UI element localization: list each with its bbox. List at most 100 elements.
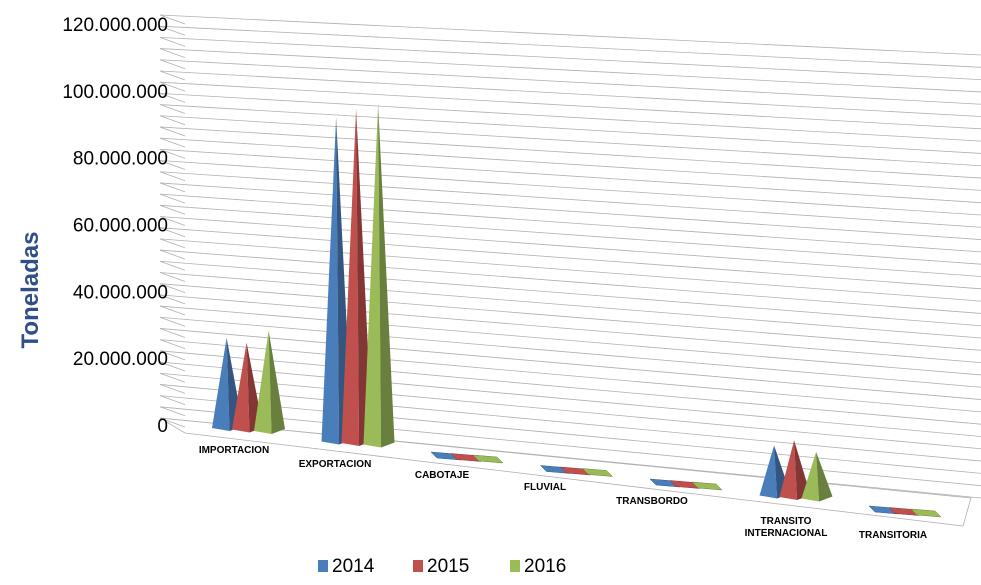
category-label: CABOTAJE bbox=[415, 470, 470, 481]
category-label: EXPORTACION bbox=[299, 459, 372, 470]
gridline bbox=[159, 14, 981, 56]
gridline-side bbox=[159, 350, 186, 361]
gridline bbox=[159, 137, 981, 191]
gridline-side bbox=[159, 361, 186, 372]
gridline-side bbox=[159, 70, 186, 81]
gridline bbox=[159, 372, 981, 450]
legend-label: 2016 bbox=[524, 556, 566, 577]
gridline bbox=[159, 216, 981, 277]
gridline-side bbox=[159, 294, 186, 305]
y-axis-label: Toneladas bbox=[17, 232, 44, 349]
gridline-side bbox=[159, 81, 186, 92]
gridline bbox=[159, 249, 981, 314]
category-label: FLUVIAL bbox=[524, 482, 566, 493]
legend-swatch bbox=[318, 560, 328, 572]
gridline bbox=[159, 59, 981, 105]
gridline bbox=[159, 171, 981, 228]
gridlines bbox=[159, 14, 981, 527]
gridline-side bbox=[159, 182, 186, 193]
category-label: IMPORTACION bbox=[199, 445, 269, 456]
gridline bbox=[159, 283, 981, 351]
gridline bbox=[159, 227, 981, 290]
gridline-side bbox=[159, 328, 186, 338]
gridline-side bbox=[159, 92, 186, 103]
gridline-side bbox=[159, 316, 186, 327]
gridline bbox=[159, 126, 981, 179]
y-tick-label: 40.000.000 bbox=[73, 282, 168, 303]
gridline bbox=[159, 305, 981, 376]
gridline-side bbox=[159, 260, 186, 271]
legend-item: 2015 bbox=[413, 556, 469, 577]
bar bbox=[363, 103, 395, 448]
category-label: TRANSITO INTERNACIONAL bbox=[745, 516, 828, 539]
gridline bbox=[159, 81, 981, 130]
gridline-side bbox=[159, 249, 186, 260]
legend-label: 2015 bbox=[427, 556, 469, 577]
gridline bbox=[159, 148, 981, 204]
gridline-side bbox=[159, 339, 186, 350]
y-tick-label: 60.000.000 bbox=[73, 216, 168, 237]
gridline bbox=[159, 316, 981, 388]
gridline-side bbox=[159, 104, 186, 114]
gridline bbox=[159, 160, 981, 216]
bar bbox=[801, 451, 833, 502]
legend: 2014 2015 2016 bbox=[318, 556, 566, 577]
gridline bbox=[159, 115, 981, 167]
gridline bbox=[159, 36, 981, 81]
gridline-side bbox=[159, 395, 186, 405]
gridline-side bbox=[159, 384, 186, 394]
gridline bbox=[159, 238, 981, 302]
gridline bbox=[159, 350, 981, 425]
gridline bbox=[159, 361, 981, 437]
y-tick-label: 100.000.000 bbox=[62, 82, 168, 103]
gridline-side bbox=[159, 193, 186, 204]
legend-item: 2014 bbox=[318, 556, 375, 577]
gridline-side bbox=[159, 283, 186, 294]
gridline bbox=[159, 406, 981, 487]
gridline-side bbox=[159, 148, 186, 159]
gridline bbox=[159, 25, 981, 68]
gridline bbox=[159, 395, 981, 474]
gridline-side bbox=[159, 417, 186, 428]
floor bbox=[159, 417, 972, 527]
bar bbox=[691, 481, 723, 491]
gridline bbox=[159, 182, 981, 240]
gridline bbox=[159, 204, 981, 265]
gridline-side bbox=[159, 238, 186, 249]
gridline-side bbox=[159, 216, 186, 226]
gridline-side bbox=[159, 227, 186, 238]
gridline-side bbox=[159, 37, 186, 47]
gridline-side bbox=[159, 171, 186, 182]
gridline bbox=[159, 384, 981, 462]
y-tick-label: 20.000.000 bbox=[73, 349, 168, 370]
gridline-side bbox=[159, 204, 186, 215]
gridline-side bbox=[159, 305, 186, 316]
bars bbox=[212, 103, 942, 518]
bar bbox=[581, 468, 614, 477]
gridline-side bbox=[159, 48, 186, 58]
legend-swatch bbox=[413, 560, 423, 572]
bar bbox=[910, 508, 942, 518]
gridline-side bbox=[159, 59, 186, 70]
y-axis-ticks: 0 20.000.000 40.000.000 60.000.000 80.000.00… bbox=[62, 15, 168, 437]
gridline-side bbox=[159, 115, 186, 126]
y-tick-label: 80.000.000 bbox=[73, 149, 168, 170]
legend-item: 2016 bbox=[510, 556, 566, 577]
legend-label: 2014 bbox=[332, 556, 375, 577]
gridline bbox=[159, 328, 981, 400]
bar bbox=[472, 454, 504, 464]
bar bbox=[254, 330, 285, 434]
y-tick-label: 120.000.000 bbox=[62, 15, 168, 36]
gridline-side bbox=[159, 160, 186, 170]
category-label: TRANSBORDO bbox=[616, 496, 688, 507]
gridline bbox=[159, 260, 981, 327]
gridline-side bbox=[159, 25, 186, 36]
gridline-side bbox=[159, 14, 186, 25]
legend-swatch bbox=[510, 560, 520, 572]
category-labels: IMPORTACION EXPORTACION CABOTAJE FLUVIAL TRA… bbox=[199, 445, 927, 541]
gridline bbox=[159, 104, 981, 154]
y-tick-label: 0 bbox=[157, 416, 168, 437]
gridline-side bbox=[159, 272, 186, 282]
